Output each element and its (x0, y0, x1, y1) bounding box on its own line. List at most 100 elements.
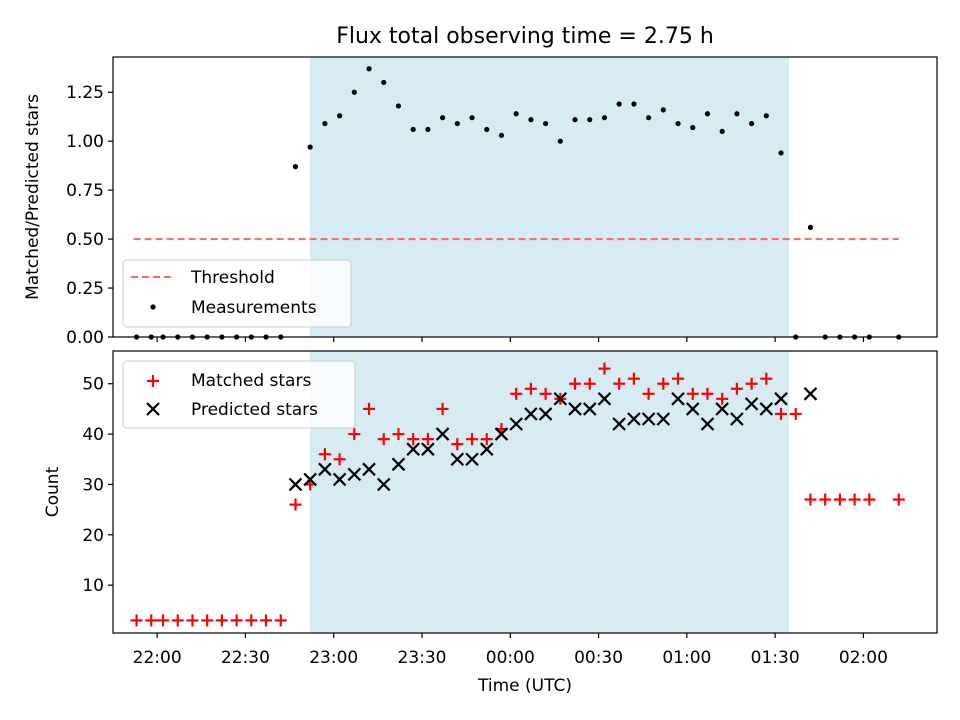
matched-stars-point (892, 493, 905, 506)
matched-stars-point (407, 433, 420, 446)
predicted-stars-point (465, 452, 479, 467)
matched-stars-point (775, 407, 788, 420)
measurements-point (763, 113, 769, 119)
measurements-point (395, 103, 402, 109)
measurements-point (351, 89, 357, 95)
y-tick-label: 40 (82, 425, 104, 445)
measurements-point (498, 132, 505, 138)
predicted-stars-point (568, 402, 582, 416)
predicted-stars-point (538, 407, 553, 421)
predicted-stars-point (730, 412, 744, 426)
x-tick-label: 00:00 (486, 648, 535, 668)
predicted-stars-point (656, 412, 671, 426)
matched-stars-point (804, 493, 817, 506)
matched-stars-point (745, 377, 758, 390)
y-tick-label: 1.00 (66, 132, 104, 152)
measurements-point (440, 115, 446, 121)
x-tick-label: 01:30 (751, 648, 800, 668)
matched-stars-point (833, 493, 846, 506)
measurements-point (749, 120, 755, 127)
matched-stars-point (539, 387, 552, 400)
measurements-point (778, 150, 784, 156)
measurements-point (425, 126, 431, 133)
predicted-stars-point (553, 392, 568, 406)
matched-stars-point (716, 392, 729, 405)
predicted-stars-point (347, 467, 362, 482)
y-tick-label: 1.25 (66, 83, 104, 103)
x-tick-label: 01:00 (662, 648, 711, 668)
measurements-point (307, 144, 313, 150)
matched-stars-point (760, 372, 773, 385)
measurements-point (543, 120, 549, 127)
matched-stars-point (451, 438, 464, 451)
predicted-stars-point (421, 442, 435, 456)
ratio-marks (133, 66, 902, 340)
predicted-stars-point (303, 472, 317, 487)
predicted-stars-point (362, 462, 376, 477)
predicted-stars-point (744, 397, 759, 411)
x-tick-label: 00:30 (574, 648, 623, 668)
matched-stars-point (421, 433, 434, 446)
matched-stars-point (130, 614, 143, 627)
y-tick-label: 0.00 (66, 328, 104, 348)
predicted-stars-point (774, 392, 788, 406)
predicted-stars-point (479, 442, 494, 456)
panel-counts: 10 20 30 40 50 22:00 22:30 23:00 23:30 00:00 00:3… (43, 350, 938, 696)
measurements-point (675, 120, 681, 127)
ratio-legend-box (122, 259, 352, 328)
predicted-stars-point (641, 412, 656, 426)
measurements-point (484, 126, 490, 133)
matched-stars-point (613, 377, 626, 390)
matched-stars-point (819, 493, 832, 506)
measurements-point (410, 126, 416, 133)
predicted-stars-point (627, 412, 641, 426)
legend-measurements-swatch (150, 304, 156, 310)
predicted-stars-point (700, 417, 715, 431)
measurements-point (322, 120, 328, 127)
measurements-point (469, 115, 475, 121)
matched-stars-point (348, 428, 361, 441)
chart-title: Flux total observing time = 2.75 h (336, 24, 714, 49)
measurements-point (616, 101, 622, 107)
ratio-y-axis-label: Matched/Predicted stars (23, 94, 43, 300)
y-tick-label: 50 (82, 375, 104, 395)
matched-stars-point (215, 614, 228, 627)
matched-stars-point (466, 433, 479, 446)
measurements-point (366, 66, 372, 72)
panel-ratio: 0.00 0.25 0.50 0.75 1.00 1.25 Matched/Predict… (23, 56, 938, 348)
predicted-stars-point (509, 417, 523, 431)
y-tick-label: 20 (82, 526, 104, 546)
predicted-stars-point (612, 417, 626, 431)
observing-window-bottom (310, 351, 789, 633)
predicted-stars-point (288, 477, 303, 492)
measurements-point (337, 113, 343, 119)
predicted-stars-point (435, 427, 450, 441)
matched-stars-point (480, 433, 493, 446)
matched-stars-point (701, 387, 714, 400)
matched-stars-point (363, 402, 376, 415)
legend-predicted-swatch (146, 402, 160, 416)
legend-matched-label: Matched stars (191, 371, 311, 391)
matched-stars-point (289, 498, 302, 511)
x-axis-label: Time (UTC) (477, 676, 572, 696)
predicted-stars-point (494, 427, 509, 441)
matched-stars-point (171, 614, 184, 627)
matched-stars-point (583, 377, 596, 390)
measurements-point (734, 111, 740, 117)
measurements-point (631, 101, 637, 107)
count-legend: Matched stars Predicted stars (122, 360, 356, 429)
x-tick-label: 22:30 (221, 648, 270, 668)
measurements-point (572, 117, 578, 123)
legend-predicted-label: Predicted stars (191, 400, 318, 420)
x-tick-label: 22:00 (133, 648, 182, 668)
measurements-point (587, 117, 593, 123)
matched-stars-point (436, 402, 449, 415)
y-tick-label: 30 (82, 475, 104, 495)
matched-stars-point (274, 614, 287, 627)
matched-stars-point (642, 387, 655, 400)
predicted-stars-point (318, 462, 332, 477)
predicted-stars-point (391, 457, 406, 472)
matched-stars-point (863, 493, 876, 506)
matched-stars-point (848, 493, 861, 506)
predicted-stars-point (582, 402, 597, 416)
